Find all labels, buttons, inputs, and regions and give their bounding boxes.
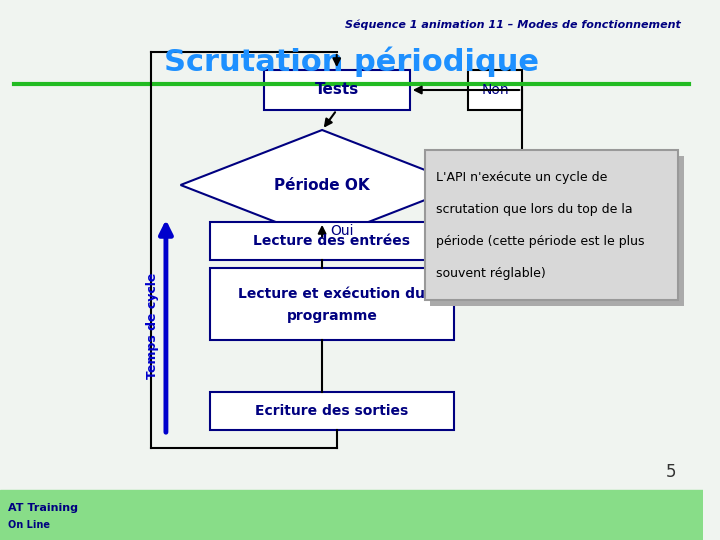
Text: programme: programme [287,309,377,323]
Text: souvent réglable): souvent réglable) [436,267,546,280]
FancyBboxPatch shape [425,150,678,300]
Text: Non: Non [482,83,509,97]
Text: période (cette période est le plus: période (cette période est le plus [436,235,645,248]
Bar [0,490,703,540]
Text: Séquence 1 animation 11 – Modes de fonctionnement: Séquence 1 animation 11 – Modes de fonct… [345,19,681,30]
Text: Oui: Oui [330,224,354,238]
Text: Temps de cycle: Temps de cycle [145,273,158,379]
Text: 5: 5 [666,463,676,481]
FancyBboxPatch shape [210,222,454,260]
Text: Ecriture des sorties: Ecriture des sorties [255,404,408,418]
Text: Lecture et exécution du: Lecture et exécution du [238,287,426,301]
Polygon shape [181,130,464,240]
Text: L'API n'exécute un cycle de: L'API n'exécute un cycle de [436,172,608,185]
Text: AT Training: AT Training [8,503,78,513]
FancyBboxPatch shape [210,392,454,430]
FancyBboxPatch shape [264,70,410,110]
FancyBboxPatch shape [431,156,684,306]
FancyBboxPatch shape [469,70,522,110]
Text: scrutation que lors du top de la: scrutation que lors du top de la [436,204,633,217]
Text: On Line: On Line [8,520,50,530]
Text: Scrutation périodique: Scrutation périodique [164,47,539,77]
FancyBboxPatch shape [210,268,454,340]
Text: Lecture des entrées: Lecture des entrées [253,234,410,248]
Text: Tests: Tests [315,83,359,98]
Text: Période OK: Période OK [274,178,370,192]
